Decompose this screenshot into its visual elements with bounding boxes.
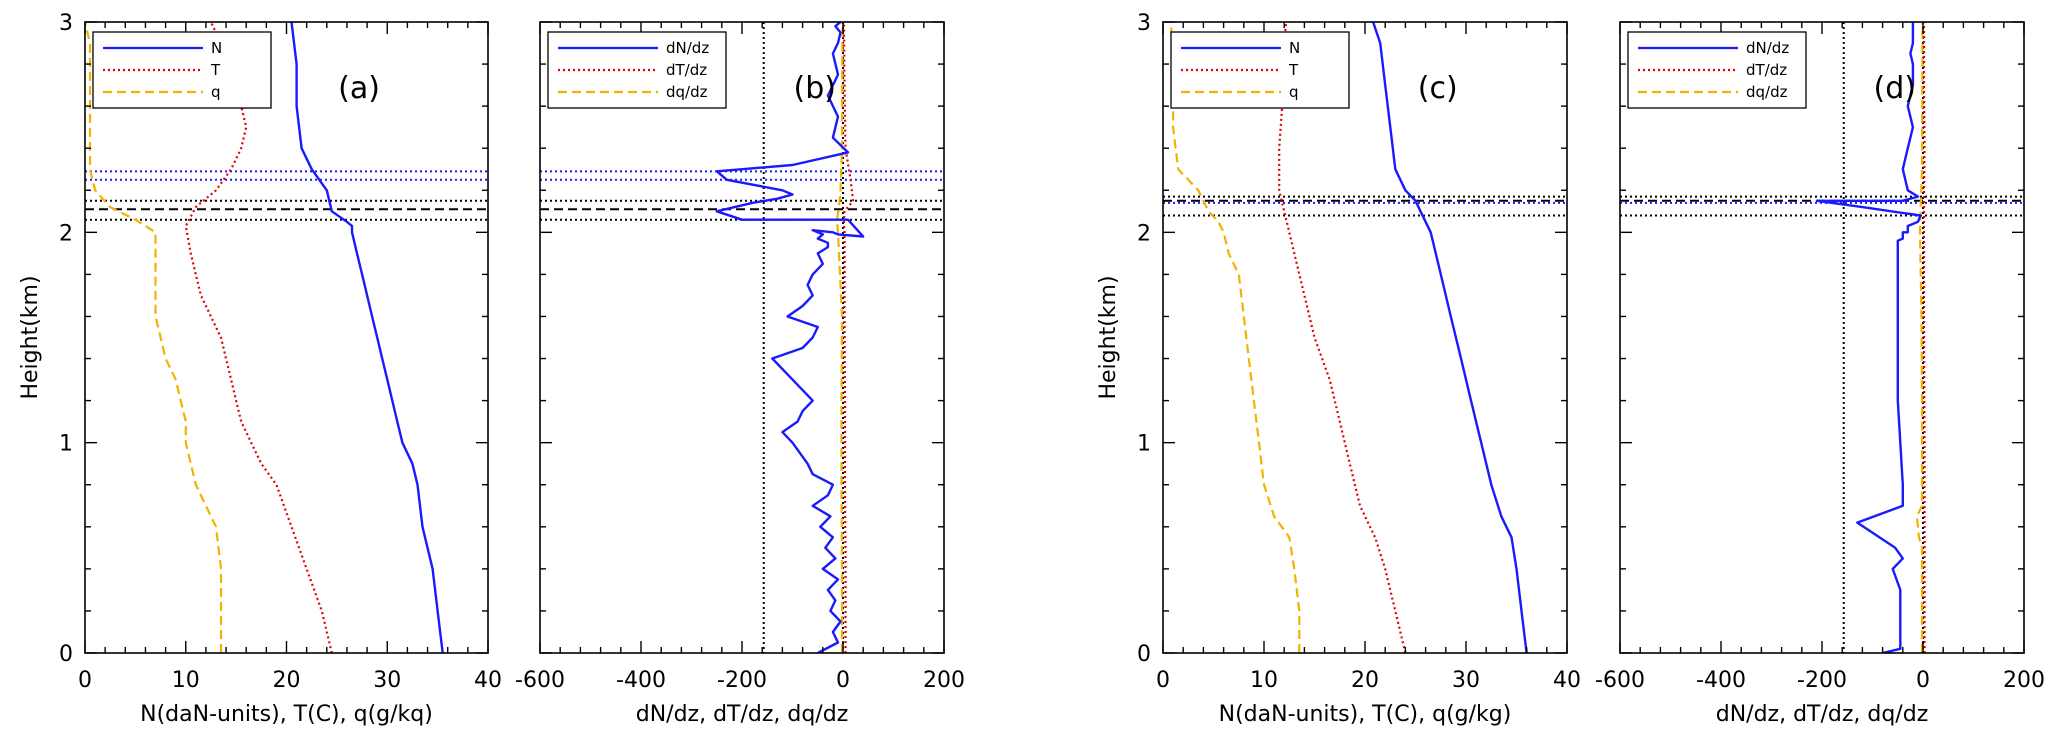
y-tick-label: 1 — [59, 432, 73, 457]
legend-label-dq/dz: dq/dz — [1746, 83, 1788, 101]
series-line-dN/dz — [1815, 22, 1922, 653]
series-line-dN/dz — [715, 22, 865, 653]
x-tick-label: 30 — [373, 668, 401, 693]
legend: dN/dz dT/dz dq/dz — [547, 31, 727, 109]
x-tick-label: -400 — [616, 668, 666, 693]
legend-label-T: T — [210, 61, 221, 79]
legend-label-dT/dz: dT/dz — [1746, 61, 1787, 79]
x-axis-title: dN/dz, dT/dz, dq/dz — [636, 702, 849, 727]
series-line-T — [1278, 22, 1407, 653]
panel-b: -600 -400 -200 0 200 dN/dz, dT/dz, dq/dz (b) dN… — [515, 21, 965, 727]
y-tick-label: 0 — [1137, 642, 1151, 667]
series-line-q — [85, 22, 223, 653]
series-line-N — [290, 22, 444, 653]
x-axis-title: N(daN-units), T(C), q(g/kg) — [1219, 702, 1512, 727]
legend: dN/dz dT/dz dq/dz — [1627, 31, 1807, 109]
x-tick-label: 0 — [836, 668, 850, 693]
series-line-T — [184, 22, 333, 653]
series-line-dT/dz — [1922, 22, 1926, 653]
series-line-N — [1371, 22, 1528, 653]
plot-frame — [1162, 21, 1568, 654]
legend-label-q: q — [211, 83, 221, 101]
plot-frame — [539, 21, 945, 654]
series-line-q — [1170, 22, 1301, 653]
y-tick-label: 3 — [59, 11, 73, 36]
legend-label-N: N — [1289, 39, 1300, 57]
legend-label-q: q — [1289, 83, 1299, 101]
x-tick-label: 40 — [474, 668, 502, 693]
legend-label-dq/dz: dq/dz — [666, 83, 708, 101]
x-tick-label: -200 — [717, 668, 767, 693]
legend-box — [1627, 31, 1807, 109]
x-tick-label: -600 — [515, 668, 565, 693]
legend-box — [92, 31, 272, 109]
x-tick-label: -600 — [1595, 668, 1645, 693]
y-axis-title: Height(km) — [18, 275, 43, 399]
legend-box — [547, 31, 727, 109]
x-tick-label: 30 — [1452, 668, 1480, 693]
x-tick-label: 20 — [1351, 668, 1379, 693]
panel-label: (d) — [1873, 71, 1915, 106]
legend: NTq — [1170, 31, 1350, 109]
x-tick-label: 200 — [2003, 668, 2045, 693]
y-tick-label: 2 — [1137, 221, 1151, 246]
series-line-dq/dz — [835, 22, 844, 653]
panel-label: (a) — [338, 71, 380, 106]
y-tick-label: 2 — [59, 221, 73, 246]
x-tick-label: 20 — [273, 668, 301, 693]
series-line-dq/dz — [1915, 22, 1924, 653]
x-tick-label: 0 — [1156, 668, 1170, 693]
legend-box — [1170, 31, 1350, 109]
y-axis-title: Height(km) — [1096, 275, 1121, 399]
y-tick-label: 1 — [1137, 432, 1151, 457]
series-line-dT/dz — [842, 22, 855, 653]
plot-frame — [84, 21, 489, 654]
x-tick-label: 40 — [1553, 668, 1581, 693]
legend-label-dN/dz: dN/dz — [1746, 39, 1789, 57]
x-axis-title: dN/dz, dT/dz, dq/dz — [1716, 702, 1929, 727]
panel-a: 0 10 20 30 40 0 1 2 3 Height(km) N(daN-units), T(C… — [18, 11, 502, 727]
panel-label: (b) — [793, 71, 835, 106]
panel-label: (c) — [1418, 71, 1458, 106]
y-tick-label: 0 — [59, 642, 73, 667]
x-tick-label: -200 — [1797, 668, 1847, 693]
legend-label-dN/dz: dN/dz — [666, 39, 709, 57]
legend-label-T: T — [1288, 61, 1299, 79]
legend-label-dT/dz: dT/dz — [666, 61, 707, 79]
x-tick-label: 0 — [78, 668, 92, 693]
legend: NTq — [92, 31, 272, 109]
legend-label-N: N — [211, 39, 222, 57]
panel-d: -600 -400 -200 0 200 dN/dz, dT/dz, dq/dz (d) dN… — [1595, 21, 2045, 727]
x-tick-label: 200 — [923, 668, 965, 693]
plot-frame — [1619, 21, 2025, 654]
x-tick-label: -400 — [1696, 668, 1746, 693]
y-tick-label: 3 — [1137, 11, 1151, 36]
x-axis-title: N(daN-units), T(C), q(g/kq) — [140, 702, 433, 727]
x-tick-label: 0 — [1916, 668, 1930, 693]
x-tick-label: 10 — [172, 668, 200, 693]
x-tick-label: 10 — [1250, 668, 1278, 693]
panel-c: 0 10 20 30 40 0 1 2 3 Height(km) N(daN-units), T(C… — [1096, 11, 1581, 727]
